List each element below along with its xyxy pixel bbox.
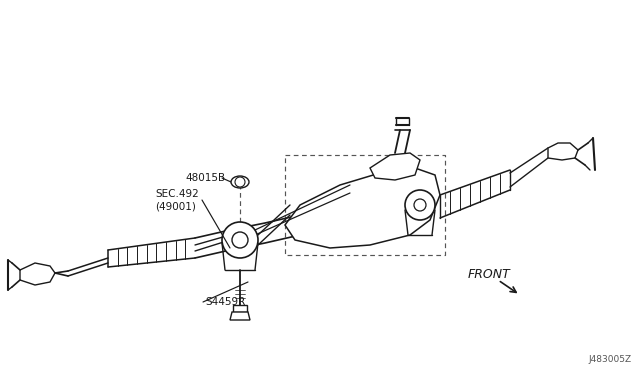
Polygon shape [548,143,578,160]
Polygon shape [20,263,55,285]
Polygon shape [230,312,250,320]
Text: FRONT: FRONT [468,269,511,282]
Circle shape [235,177,245,187]
Polygon shape [370,153,420,180]
Circle shape [405,190,435,220]
Text: 48015B: 48015B [185,173,225,183]
Circle shape [414,199,426,211]
Ellipse shape [231,176,249,188]
Text: J483005Z: J483005Z [589,355,632,364]
Polygon shape [285,168,440,248]
Circle shape [222,222,258,258]
Polygon shape [233,305,247,312]
Text: SEC.492
(49001): SEC.492 (49001) [155,189,199,211]
Text: S4459R: S4459R [205,297,245,307]
Circle shape [232,232,248,248]
